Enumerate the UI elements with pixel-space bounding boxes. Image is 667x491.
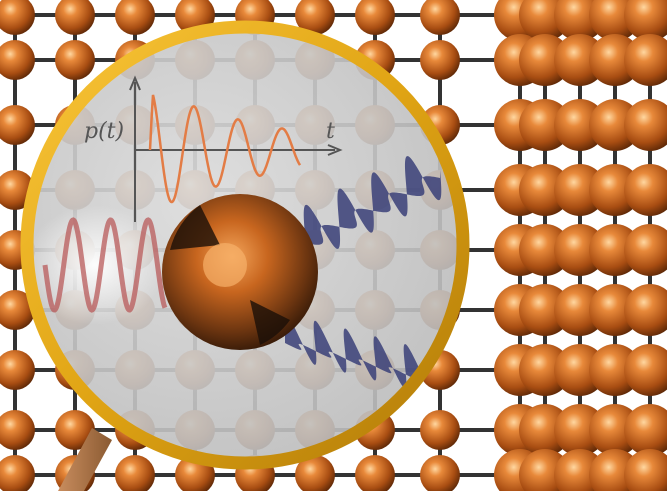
atom: [624, 224, 667, 276]
y-axis-arrow: [129, 75, 141, 91]
atom: [295, 455, 335, 491]
atom: [0, 105, 35, 145]
atom: [420, 455, 460, 491]
atom: [624, 449, 667, 491]
lens-handle: [58, 428, 112, 491]
atom: [55, 40, 95, 80]
atom: [355, 455, 395, 491]
lens-rim: [20, 20, 470, 470]
atom: [624, 344, 667, 396]
signal-curve: [148, 94, 302, 204]
x-axis-label: t: [326, 119, 335, 144]
atom: [0, 0, 35, 35]
atom: [624, 34, 667, 86]
atom: [0, 455, 35, 491]
atom: [295, 0, 335, 35]
blue-wave: [303, 156, 442, 249]
atom: [115, 0, 155, 35]
blue-wave: [283, 312, 422, 389]
atom: [624, 0, 667, 41]
x-axis-arrow: [327, 144, 343, 156]
atom: [0, 410, 35, 450]
atom: [420, 40, 460, 80]
red-wave: [42, 217, 168, 313]
atom-highlight: [203, 243, 247, 287]
atom-shadow: [170, 205, 220, 250]
atom: [420, 0, 460, 35]
atom: [55, 0, 95, 35]
atom: [420, 410, 460, 450]
atom: [0, 290, 35, 330]
magnifier: p(t) t: [20, 20, 470, 470]
atom: [355, 0, 395, 35]
atom: [624, 404, 667, 456]
atom: [55, 410, 95, 450]
atom: [624, 164, 667, 216]
atom: [115, 455, 155, 491]
lens-content: p(t) t: [27, 75, 442, 389]
y-axis-label: p(t): [84, 119, 124, 144]
atom: [624, 99, 667, 151]
atom: [0, 350, 35, 390]
atom: [624, 284, 667, 336]
atom: [0, 40, 35, 80]
atom-shadow: [250, 300, 290, 345]
